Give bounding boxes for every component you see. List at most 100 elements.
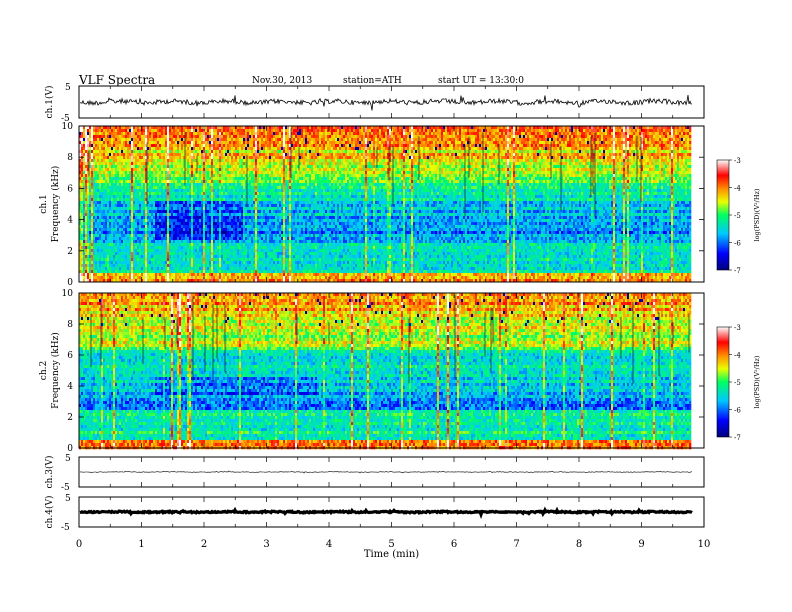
spectrogram-cell [617,135,619,138]
spectrogram-cell [283,138,285,141]
spectrogram-cell [675,138,677,141]
spectrogram-cell [257,135,259,138]
spectrogram-cell [429,138,431,141]
spectrogram-cell [243,135,245,138]
spectrogram-cell [525,138,527,141]
spectrogram-cell [659,138,661,141]
spectrogram-cell [531,135,533,138]
spectrogram-cell [317,138,319,141]
spectrogram-cell [479,138,481,141]
spectrogram-cell [241,132,243,135]
spectrogram-cell [621,138,623,141]
spectrogram-cell [531,129,533,132]
spectrogram-cell [627,135,629,138]
spectrogram-cell [601,135,603,138]
spectrogram-cell [581,129,583,132]
spectrogram-cell [567,135,569,138]
spectrogram-cell [107,132,109,135]
spectrogram-cell [621,135,623,138]
spectrogram-cell [159,132,161,135]
spectrogram-cell [681,129,683,132]
spectrogram-cell [647,135,649,138]
spectrogram-cell [345,129,347,132]
spectrogram-cell [405,132,407,135]
spectrogram-cell [371,129,373,132]
spectrogram-cell [513,135,515,138]
spectrogram-cell [397,129,399,132]
spectrogram-cell [317,132,319,135]
spectrogram-cell [335,138,337,141]
spectrogram-cell [529,138,531,141]
spectrogram-cell [181,138,183,141]
spectrogram-cell [447,138,449,141]
spectrogram-cell [683,129,685,132]
spectrogram-cell [549,132,551,135]
spectrogram-cell [181,129,183,132]
spectrogram-cell [399,138,401,141]
spectrogram-cell [245,132,247,135]
spectrogram-cell [237,129,239,132]
spectrogram-cell [247,132,249,135]
spectrogram-cell [193,138,195,141]
spectrogram-cell [571,138,573,141]
spectrogram-cell [163,135,165,138]
spectrogram-cell [437,132,439,135]
spectrogram-cell [207,135,209,138]
spectrogram-cell [229,138,231,141]
spectrogram-cell [197,132,199,135]
spectrogram-cell [387,132,389,135]
spectrogram-cell [283,132,285,135]
spectrogram-cell [389,132,391,135]
spectrogram-cell [295,135,297,138]
spectrogram-cell [455,138,457,141]
spectrogram-cell [85,141,87,144]
spectrogram-cell [341,132,343,135]
spectrogram-cell [607,135,609,138]
spectrogram-cell [385,132,387,135]
spectrogram-cell [463,138,465,141]
spectrogram-cell [267,132,269,135]
spectrogram-cell [601,129,603,132]
spectrogram-cell [137,138,139,141]
spectrogram-cell [215,135,217,138]
spectrogram-cell [517,132,519,135]
vlf-figure: 5-5ch.1(V)0246810ch.1 Frequency (kHz)-3-4… [0,0,792,612]
spectrogram-cell [121,138,123,141]
spectrogram-cell [653,138,655,141]
spectrogram-cell [527,135,529,138]
spectrogram-cell [481,129,483,132]
spectrogram-cell [207,138,209,141]
spectrogram-cell [217,135,219,138]
spectrogram-cell [457,138,459,141]
spectrogram-cell [379,132,381,135]
spectrogram-cell [99,135,101,138]
spectrogram-cell [443,135,445,138]
spectrogram-cell [535,129,537,132]
spectrogram-cell [313,138,315,141]
spectrogram-cell [565,129,567,132]
spectrogram-cell [609,135,611,138]
spectrogram-cell [205,141,207,144]
spectrogram-cell [461,132,463,135]
spectrogram-cell [629,135,631,138]
spectrogram-cell [619,138,621,141]
spectrogram-cell [81,138,83,141]
spectrogram-cell [687,135,689,138]
spectrogram-cell [149,135,151,138]
spectrogram-cell [487,135,489,138]
spectrogram-cell [385,129,387,132]
spectrogram-cell [501,138,503,141]
spectrogram-cell [393,138,395,141]
spectrogram-cell [559,129,561,132]
spectrogram-cell [173,129,175,132]
spectrogram-cell [651,135,653,138]
spectrogram-cell [267,138,269,141]
spectrogram-cell [503,138,505,141]
spectrogram-cell [163,141,165,144]
spectrogram-cell [269,138,271,141]
spectrogram-cell [311,132,313,135]
spectrogram-cell [649,135,651,138]
spectrogram-cell [179,135,181,138]
spectrogram-cell [135,132,137,135]
spectrogram-cell [621,129,623,132]
